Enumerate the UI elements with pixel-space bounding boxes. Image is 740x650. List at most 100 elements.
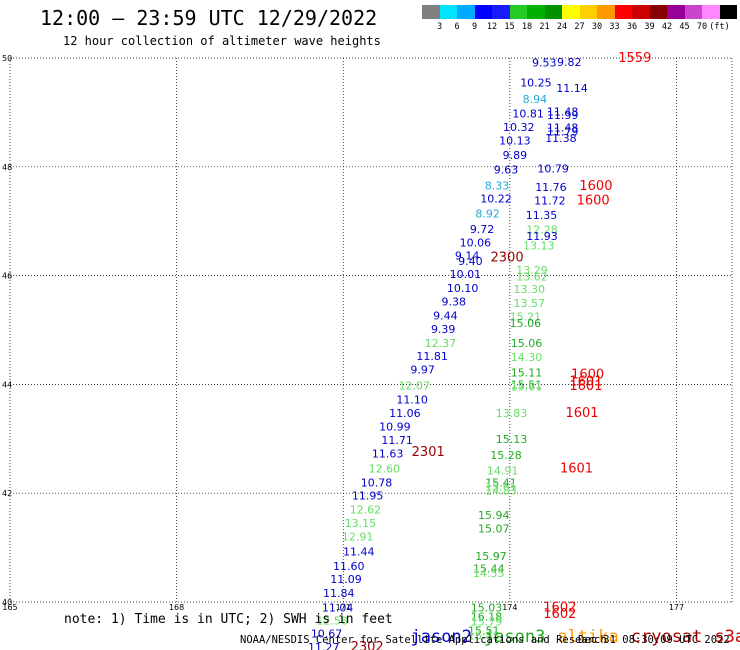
wave-height-value: 9.89: [503, 149, 528, 162]
color-swatch: [474, 5, 492, 19]
color-scale-label: 30: [591, 22, 603, 32]
wave-height-value: 11.76: [535, 181, 567, 194]
wave-height-value: 14.30: [511, 351, 543, 364]
wave-height-value: 11.99: [547, 109, 579, 122]
satellite-s3a: s3a: [714, 627, 740, 647]
color-swatch: [632, 5, 650, 19]
wave-height-value: 11.06: [389, 407, 421, 420]
color-swatch: [614, 5, 632, 19]
color-scale-labels: 3 6 9 12 15 18 21 24 27 30 33 36 39 42 45 70 (ft): [422, 19, 737, 32]
wave-height-value: 11.81: [416, 350, 448, 363]
color-swatch: [597, 5, 615, 19]
wave-height-value: 12.28: [526, 223, 558, 236]
pass-time-label: 1600: [579, 179, 612, 194]
color-scale-label: 27: [574, 22, 585, 32]
lon-tick-label: 165: [2, 603, 17, 612]
wave-height-value: 13.62: [516, 271, 548, 284]
wave-height-value: 11.48: [547, 122, 579, 135]
wave-height-value: 10.32: [503, 121, 535, 134]
wave-height-value: 11.27: [308, 641, 340, 650]
wave-height-value: 15.61: [485, 481, 517, 494]
pass-time-label: 1559: [618, 51, 651, 66]
footer-note: note: 1) Time is in UTC; 2) SWH is in fe…: [64, 612, 393, 627]
axis-tick-labels: 40 42 44 46 48 50 165 168 171 174 177: [2, 54, 684, 612]
wave-height-value: 9.97: [410, 364, 435, 377]
pass-time-label: 2302: [351, 640, 384, 650]
wave-height-value: 15.06: [510, 317, 542, 330]
lat-tick-label: 50: [2, 54, 12, 63]
wave-height-value: 15.79: [471, 616, 503, 629]
wave-height-value: 10.67: [311, 628, 343, 641]
wave-height-value: 10.13: [499, 135, 531, 148]
color-scale-swatches: [422, 5, 737, 19]
satellite-altika: altika: [557, 627, 619, 647]
color-scale-label: (ft): [709, 22, 730, 32]
wave-height-value: 10.81: [512, 107, 544, 120]
color-swatch: [457, 5, 475, 19]
wave-height-value: 12.07: [399, 379, 431, 392]
lon-tick-label: 168: [169, 603, 184, 612]
wave-height-value: 10.22: [480, 192, 512, 205]
pass-time-label: 2301: [412, 445, 445, 460]
pass-time-label: 2300: [491, 251, 524, 266]
color-swatch: [544, 5, 562, 19]
color-swatch: [439, 5, 457, 19]
wave-height-value: 10.99: [379, 420, 411, 433]
satellite-cryosat: cryosat: [630, 627, 703, 647]
wave-height-value: 15.83: [468, 630, 500, 643]
wave-height-value: 13.29: [516, 264, 548, 277]
color-scale-label: 9: [471, 22, 478, 32]
color-scale-label: 18: [521, 22, 533, 32]
wave-height-value: 11.71: [381, 434, 413, 447]
color-scale-label: 45: [679, 22, 690, 32]
satellite-jason2: jason2: [410, 627, 472, 647]
lat-tick-label: 40: [2, 598, 12, 607]
wave-height-value: 9.63: [494, 164, 519, 177]
lat-tick-label: 42: [2, 489, 12, 498]
wave-height-value: 16.18: [471, 611, 503, 624]
color-scale-label: 39: [644, 22, 655, 32]
color-swatch: [527, 5, 545, 19]
lon-tick-label: 177: [669, 603, 684, 612]
color-swatch: [667, 5, 685, 19]
pass-time-label: 1601: [569, 379, 602, 394]
wave-height-value: 9.44: [433, 309, 458, 322]
color-scale-legend: 3 6 9 12 15 18 21 24 27 30 33 36 39 42 45 70 (ft): [422, 5, 737, 32]
wave-height-value: 13.57: [514, 297, 546, 310]
wave-height-value: 12.62: [350, 504, 382, 517]
wave-height-value: 11.04: [322, 601, 354, 614]
lon-tick-label: 174: [502, 603, 517, 612]
wave-height-value: 11.84: [323, 587, 355, 600]
wave-height-value: 11.09: [330, 573, 362, 586]
wave-height-value: 11.93: [526, 230, 558, 243]
color-swatch: [684, 5, 702, 19]
wave-height-value: 11.35: [526, 209, 558, 222]
wave-height-value: 9.39: [431, 323, 456, 336]
wave-height-value: 11.79: [547, 125, 579, 138]
satellite-jason3: jason3: [483, 627, 546, 647]
color-swatch: [719, 5, 737, 19]
wave-height-value: 8.94: [523, 93, 548, 106]
wave-height-value: 9.72: [470, 223, 495, 236]
wave-height-value: 8.92: [475, 208, 500, 221]
color-scale-label: 6: [454, 22, 460, 32]
wave-height-value: 15.97: [475, 550, 507, 563]
color-swatch: [509, 5, 527, 19]
satellite-legend: jason2 jason3 altika cryosat s3a: [390, 607, 740, 647]
wave-height-value: 15.11: [511, 366, 543, 379]
wave-height-value: 8.33: [485, 179, 510, 192]
pass-time-label: 1602: [543, 600, 576, 615]
lat-tick-label: 46: [2, 272, 12, 281]
wave-height-value: 12.37: [425, 337, 457, 350]
wave-height-value: 11.14: [556, 82, 588, 95]
wave-height-value: 15.51: [468, 624, 500, 637]
chart-subtitle: 12 hour collection of altimeter wave hei…: [63, 34, 381, 48]
wave-height-value: 15.44: [473, 562, 505, 575]
wave-height-value: 15.13: [496, 433, 528, 446]
wave-height-value: 15.51: [511, 378, 543, 391]
wave-height-value: 15.41: [485, 476, 517, 489]
wave-height-value: 15.21: [510, 310, 542, 323]
wave-height-value: 14.83: [485, 484, 517, 497]
wave-height-value: 9.53: [532, 56, 557, 69]
